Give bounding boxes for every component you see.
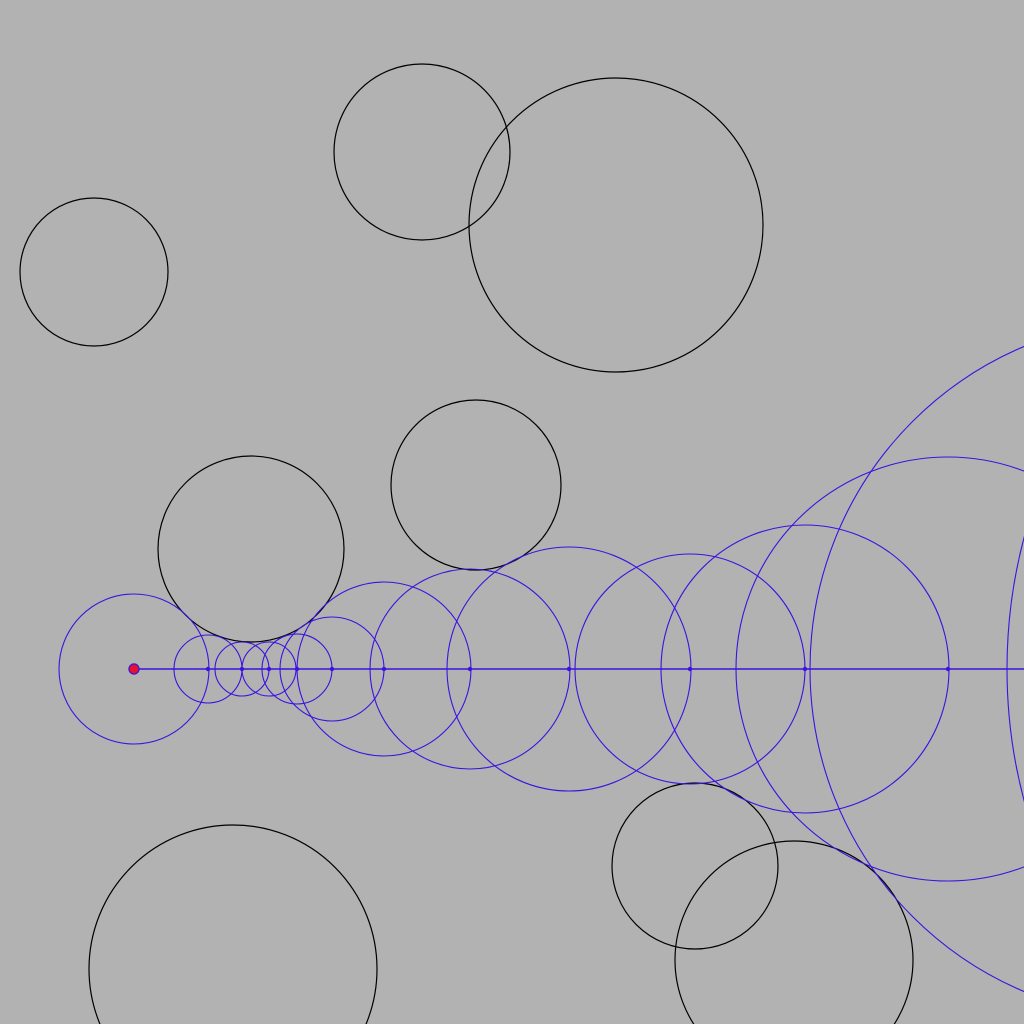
march-point xyxy=(295,667,299,671)
march-point xyxy=(803,667,807,671)
march-point xyxy=(206,667,210,671)
march-point xyxy=(382,667,386,671)
march-point xyxy=(468,667,472,671)
march-point xyxy=(567,667,571,671)
march-point xyxy=(240,667,244,671)
march-point xyxy=(330,667,334,671)
march-point xyxy=(267,667,271,671)
march-point xyxy=(946,667,950,671)
ray-origin-point[interactable] xyxy=(129,664,139,674)
march-point xyxy=(688,667,692,671)
